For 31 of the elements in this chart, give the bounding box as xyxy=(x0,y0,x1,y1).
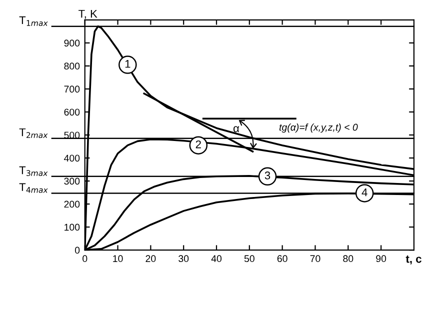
ref-line-label: T$_{1max}$ xyxy=(19,16,48,26)
x-tick-label: 20 xyxy=(146,255,156,262)
ref-line-label: T$_{3max}$ xyxy=(19,166,48,176)
x-tick-label: 30 xyxy=(178,255,189,262)
y-tick-label: 900 xyxy=(64,40,80,47)
ref-line-label: T$_{4max}$ xyxy=(19,183,48,193)
y-tick-label: 300 xyxy=(64,178,80,185)
y-tick-label: 700 xyxy=(64,86,80,93)
y-tick-label: 400 xyxy=(64,154,80,162)
y-tick-label: 800 xyxy=(64,62,80,70)
x-tick-label: 80 xyxy=(343,255,354,262)
x-tick-label: 50 xyxy=(244,255,254,262)
annotation: 2 xyxy=(196,140,201,148)
annotation: 4 xyxy=(362,188,368,196)
x-tick-label: 40 xyxy=(211,255,222,262)
x-tick-label: 10 xyxy=(113,255,123,262)
y-tick-label: 100 xyxy=(64,224,80,231)
x-tick-label: 70 xyxy=(310,255,320,262)
y-tick-label: 0 xyxy=(74,246,80,254)
annotation: 1 xyxy=(125,60,130,68)
x-tick-label: 90 xyxy=(376,255,386,262)
x-axis-title: t, c xyxy=(406,255,422,264)
annotation: α xyxy=(234,126,240,132)
y-tick-label: 600 xyxy=(64,108,80,116)
annotation: 3 xyxy=(264,172,270,180)
y-tick-label: 200 xyxy=(64,200,80,208)
annotation: tg(α)=f (x,y,z,t) < 0 xyxy=(279,124,358,133)
y-axis-title: T, K xyxy=(78,10,98,20)
x-tick-label: 60 xyxy=(277,255,288,262)
x-tick-label: 0 xyxy=(82,255,88,262)
ref-line-label: T$_{2max}$ xyxy=(19,128,48,138)
